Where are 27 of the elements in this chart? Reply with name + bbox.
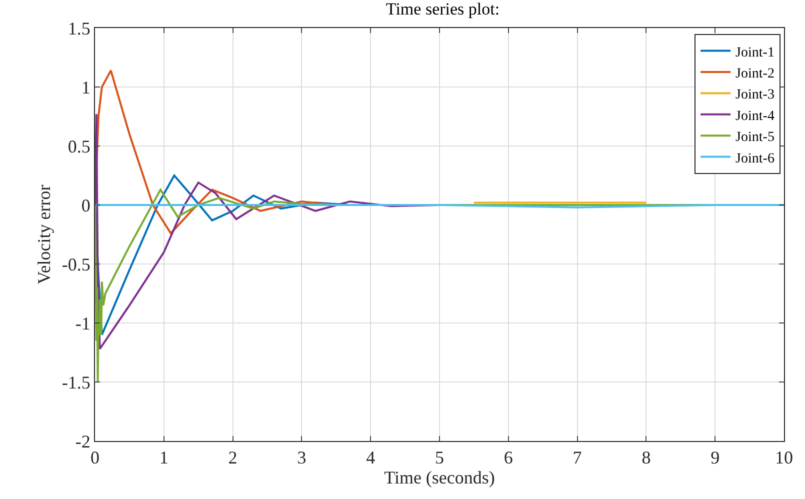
- legend-label: Joint-4: [736, 108, 774, 124]
- x-tick-label: 2: [228, 448, 238, 468]
- x-tick-label: 4: [366, 448, 376, 468]
- legend-label: Joint-5: [736, 130, 774, 146]
- y-tick-label: -0.5: [62, 254, 90, 274]
- x-tick-label: 6: [504, 448, 513, 468]
- y-tick-label: 1: [81, 77, 90, 98]
- x-tick-label: 10: [775, 448, 793, 468]
- legend-label: Joint-6: [736, 151, 774, 166]
- x-tick-label: 3: [297, 448, 306, 468]
- y-tick-label: -1: [75, 313, 90, 334]
- legend-label: Joint-1: [736, 45, 774, 60]
- legend-label: Joint-2: [736, 66, 774, 82]
- y-tick-label: -1.5: [62, 372, 90, 392]
- x-tick-label: 7: [572, 448, 582, 468]
- y-tick-label: 0: [81, 195, 90, 216]
- chart-title: Time series plot:: [386, 0, 500, 18]
- y-tick-label: -2: [75, 431, 90, 452]
- x-axis-title: Time (seconds): [384, 468, 495, 488]
- y-axis-title: Velocity error: [34, 184, 54, 284]
- x-tick-label: 1: [159, 448, 168, 468]
- y-tick-label: 0.5: [68, 136, 90, 156]
- x-tick-label: 5: [435, 448, 444, 468]
- x-tick-label: 8: [642, 448, 651, 468]
- legend-label: Joint-3: [736, 88, 774, 103]
- y-tick-label: 1.5: [68, 18, 90, 38]
- x-tick-label: 9: [710, 448, 720, 468]
